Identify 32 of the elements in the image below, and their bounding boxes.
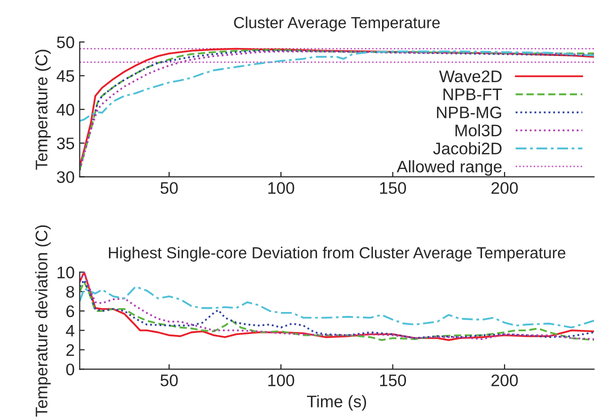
y-tick-label: 35: [56, 138, 74, 150]
line-series: [80, 286, 594, 328]
y-tick-label: 4: [66, 324, 74, 336]
y-axis-title: Temperature (C): [35, 50, 51, 170]
y-axis-title: Temperature deviation (C): [35, 225, 51, 417]
x-tick-label: 200: [491, 182, 518, 194]
y-tick-label: 50: [56, 36, 74, 48]
x-tick-label: 50: [160, 374, 178, 386]
chart-title: Cluster Average Temperature: [234, 16, 440, 32]
legend-label: Wave2D: [439, 70, 502, 82]
y-tick-label: 0: [66, 364, 74, 376]
legend-label: NPB-MG: [437, 106, 502, 118]
y-tick-label: 40: [56, 104, 74, 116]
line-series: [80, 50, 594, 122]
y-tick-label: 10: [58, 266, 74, 278]
x-axis-title: Time (s): [306, 395, 366, 411]
x-tick-label: 50: [160, 182, 178, 194]
y-tick-label: 6: [66, 305, 74, 318]
legend-label: Mol3D: [456, 124, 502, 136]
y-tick-label: 30: [56, 171, 74, 184]
x-tick-label: 150: [380, 182, 406, 194]
x-tick-label: 150: [380, 374, 406, 386]
legend-label: NPB-FT: [444, 88, 502, 100]
legend-label: Allowed range: [396, 160, 502, 176]
y-tick-label: 2: [66, 344, 74, 356]
x-tick-label: 200: [491, 374, 518, 386]
y-tick-label: 8: [66, 286, 74, 298]
x-tick-label: 100: [268, 374, 294, 386]
legend-label: Jacobi2D: [433, 142, 502, 154]
chart-title: Highest Single-core Deviation from Cluster Average Temperature: [108, 246, 566, 262]
y-tick-label: 45: [56, 70, 74, 82]
x-tick-label: 100: [268, 182, 294, 194]
